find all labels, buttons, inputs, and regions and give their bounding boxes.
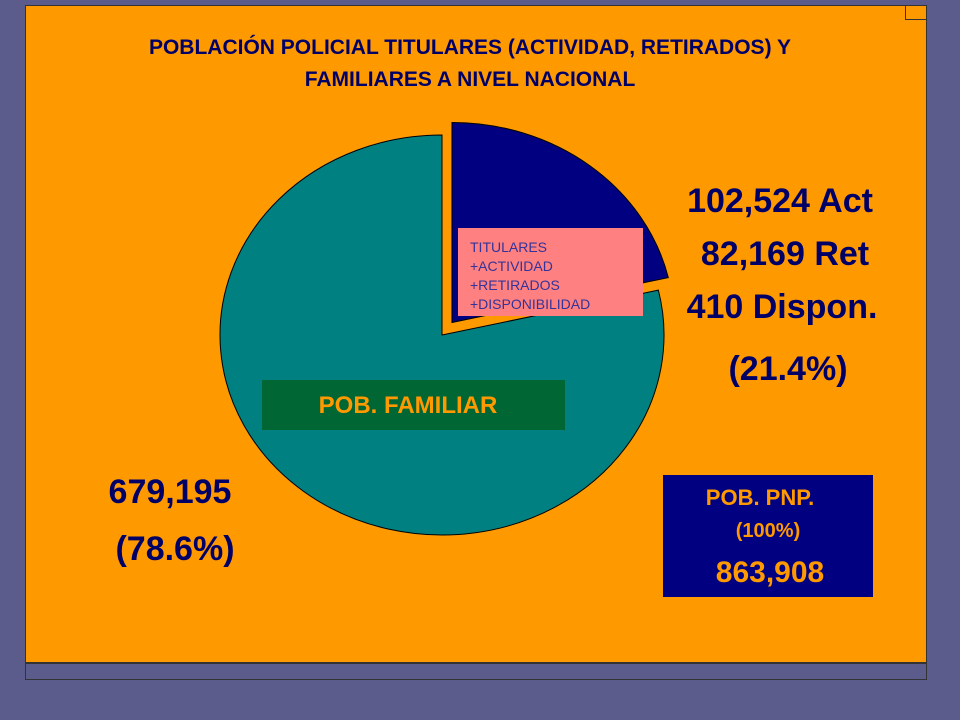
- value-label: (21.4%): [728, 350, 847, 388]
- value-label: (78.6%): [115, 530, 234, 568]
- legend-box: [458, 228, 643, 316]
- slide-strip: [25, 663, 927, 680]
- total-box: [663, 475, 873, 597]
- pie-slice: [219, 134, 665, 536]
- legend-box: [262, 380, 565, 430]
- total-label: (100%): [736, 520, 800, 542]
- slice-label-line: +RETIRADOS: [470, 277, 560, 293]
- annotation: 410 Dispon.: [687, 288, 878, 326]
- total-label: 863,908: [716, 556, 824, 589]
- chart-title: POBLACIÓN POLICIAL TITULARES (ACTIVIDAD,…: [148, 36, 792, 91]
- slice-label-line: +ACTIVIDAD: [470, 258, 553, 274]
- total-label: POB. PNP.: [706, 485, 814, 510]
- slice-label-line: TITULARES: [470, 239, 547, 255]
- slice-label-line: +DISPONIBILIDAD: [470, 296, 590, 312]
- annotation: 82,169 Ret: [701, 235, 869, 273]
- slice-label: TITULARES +ACTIVIDAD +RETIRADOS +DISPONIBIL…: [470, 239, 590, 312]
- annotation: 679,195: [109, 473, 232, 511]
- annotation: 102,524 Act: [687, 182, 873, 220]
- slice-label: POB. FAMILIAR: [319, 392, 498, 419]
- slide-corner: [905, 5, 926, 20]
